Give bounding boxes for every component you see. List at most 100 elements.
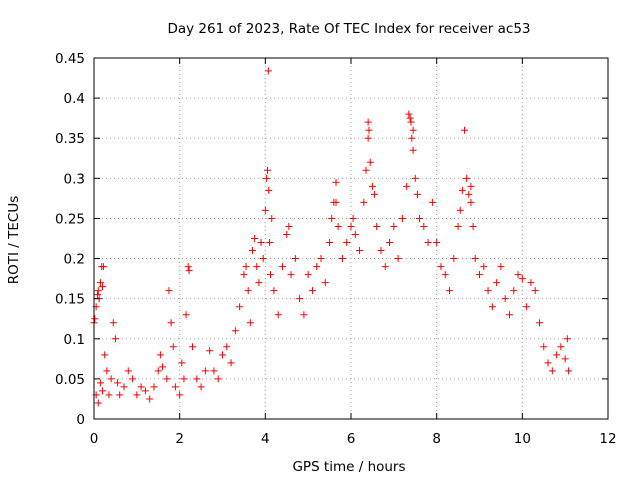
data-point (201, 367, 209, 375)
data-point (381, 263, 389, 271)
data-point (96, 379, 104, 387)
data-point (156, 351, 164, 359)
data-point (408, 134, 416, 142)
data-point (169, 343, 177, 351)
axis-ticks (93, 57, 609, 420)
y-tick-label: 0 (76, 412, 85, 428)
data-point (109, 319, 117, 327)
data-point (182, 311, 190, 319)
data-point (266, 239, 274, 247)
data-point (248, 247, 256, 255)
data-points (90, 67, 573, 407)
data-point (185, 267, 193, 275)
data-point (471, 255, 479, 263)
data-point (338, 255, 346, 263)
data-point (428, 198, 436, 206)
grid-lines (94, 58, 608, 419)
data-point (114, 379, 122, 387)
y-tick-label: 0.2 (64, 252, 85, 268)
data-point (343, 239, 351, 247)
data-point (461, 126, 469, 134)
data-point (413, 190, 421, 198)
data-point (165, 287, 173, 295)
data-point (411, 174, 419, 182)
data-point (184, 263, 192, 271)
data-point (349, 214, 357, 222)
data-point (214, 375, 222, 383)
data-point (424, 239, 432, 247)
data-point (458, 186, 466, 194)
data-point (251, 235, 259, 242)
y-tick-label: 0.1 (64, 332, 85, 348)
data-point (270, 287, 278, 295)
data-point (406, 114, 414, 122)
data-point (178, 359, 186, 367)
data-point (313, 263, 321, 271)
data-point (377, 247, 385, 255)
data-point (285, 222, 293, 230)
data-point (366, 158, 374, 166)
data-point (484, 287, 492, 295)
data-point (557, 343, 565, 351)
data-point (146, 395, 154, 403)
data-point (386, 239, 394, 247)
data-point (368, 182, 376, 190)
data-point (450, 255, 458, 263)
data-point (99, 283, 107, 291)
data-point (94, 399, 102, 407)
data-point (300, 311, 308, 319)
data-point (261, 206, 269, 214)
data-point (259, 255, 267, 263)
x-tick-label: 6 (347, 431, 356, 447)
data-point (253, 263, 261, 271)
data-point (334, 222, 342, 230)
data-point (242, 263, 250, 271)
data-point (103, 367, 111, 375)
data-point (365, 126, 373, 134)
data-point (210, 367, 218, 375)
data-point (116, 391, 124, 399)
data-point (263, 166, 271, 174)
x-tick-label: 2 (175, 431, 184, 447)
data-point (101, 351, 109, 359)
data-point (193, 375, 201, 383)
data-point (93, 291, 101, 299)
data-point (111, 335, 119, 343)
data-point (255, 279, 263, 287)
data-point (510, 287, 518, 295)
data-point (356, 247, 364, 255)
data-point (493, 279, 501, 287)
data-point (308, 287, 316, 295)
data-point (553, 351, 561, 359)
data-point (244, 287, 252, 295)
data-point (398, 214, 406, 222)
data-point (236, 303, 244, 311)
data-point (231, 327, 239, 335)
data-point (141, 387, 149, 395)
data-point (99, 263, 107, 271)
data-point (544, 359, 552, 367)
data-point (497, 263, 505, 271)
data-point (206, 347, 214, 355)
data-point (360, 198, 368, 206)
data-point (137, 383, 145, 391)
y-axis-label: ROTI / TECUs (6, 196, 22, 284)
data-point (124, 367, 132, 375)
data-point (176, 391, 184, 399)
data-point (563, 335, 571, 343)
data-point (535, 319, 543, 327)
data-point (99, 387, 107, 395)
x-tick-label: 10 (514, 431, 531, 447)
data-point (364, 118, 372, 126)
y-tick-label: 0.3 (64, 171, 85, 187)
data-point (409, 126, 417, 134)
data-point (159, 363, 167, 371)
y-tick-labels: 0 0.05 0.1 0.15 0.2 0.25 0.3 0.35 0.4 0.45 (55, 51, 85, 428)
data-point (469, 222, 477, 230)
data-point (129, 375, 137, 383)
data-point (467, 198, 475, 206)
data-point (351, 230, 359, 238)
data-point (347, 222, 355, 230)
data-point (409, 146, 417, 154)
